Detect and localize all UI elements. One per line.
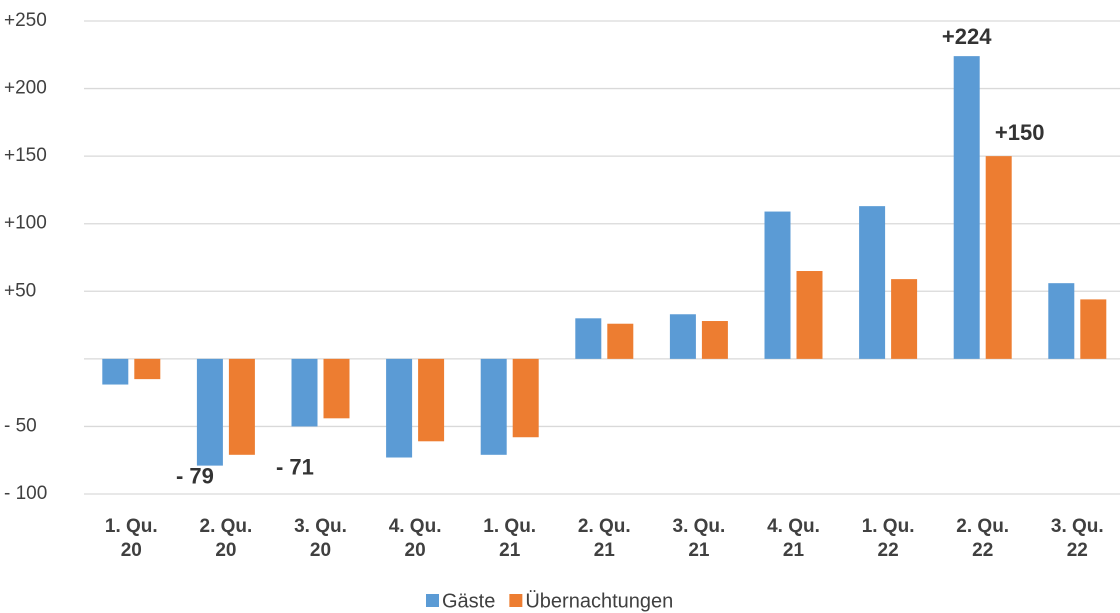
bar (701, 321, 728, 359)
y-tick-label: +250 (4, 10, 47, 31)
bar (102, 358, 129, 385)
y-tick-label: +200 (4, 78, 47, 99)
x-tick-label: 3. Qu. 21 (673, 516, 726, 561)
bar (228, 358, 255, 455)
x-tick-label: 1. Qu. 21 (483, 516, 536, 561)
y-tick-label: +50 (4, 280, 36, 301)
value-label: +150 (995, 120, 1045, 145)
bar (480, 358, 507, 455)
legend-label: Übernachtungen (525, 590, 673, 612)
bar (985, 156, 1012, 359)
bar (291, 358, 318, 427)
bar (1048, 283, 1075, 359)
bar (196, 358, 223, 466)
value-label: - 79 (176, 463, 214, 488)
bar (953, 56, 980, 359)
legend-label: Gäste (442, 590, 495, 612)
value-label: +224 (942, 24, 992, 49)
bar (669, 314, 696, 359)
x-tick-label: 2. Qu. 21 (578, 516, 631, 561)
bar (323, 358, 350, 419)
legend-swatch (509, 594, 523, 607)
x-tick-label: 1. Qu. 22 (862, 516, 915, 561)
bar (418, 358, 445, 442)
y-tick-label: - 100 (4, 483, 47, 504)
bar (1080, 299, 1107, 359)
bar (859, 206, 886, 359)
y-tick-label: - 50 (4, 415, 37, 436)
x-tick-label: 2. Qu. 22 (956, 516, 1009, 561)
bar (891, 279, 918, 359)
bar (134, 358, 161, 380)
bar (796, 271, 823, 359)
bar (512, 358, 539, 438)
bar (386, 358, 413, 458)
x-tick-label: 4. Qu. 20 (389, 516, 442, 561)
x-tick-label: 3. Qu. 22 (1051, 516, 1104, 561)
y-tick-label: +100 (4, 213, 47, 234)
value-label: - 71 (276, 455, 314, 480)
y-tick-label: +150 (4, 145, 47, 166)
bar (764, 211, 791, 359)
x-tick-label: 3. Qu. 20 (294, 516, 347, 561)
x-tick-label: 4. Qu. 21 (767, 516, 820, 561)
legend-swatch (426, 594, 439, 607)
x-tick-label: 1. Qu. 20 (105, 516, 158, 561)
bar (575, 318, 602, 359)
bar (607, 323, 634, 359)
x-tick-label: 2. Qu. 20 (200, 516, 253, 561)
